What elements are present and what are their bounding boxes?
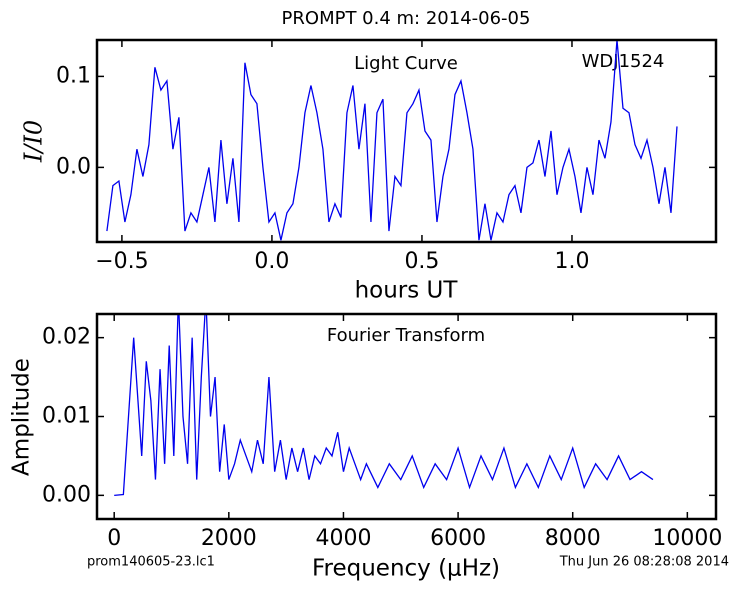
y-axis-label: I/I0 [20,120,48,163]
axes-frame [95,38,718,244]
y-tick-label: 0.0 [56,154,91,179]
y-tick-label: 0.1 [56,63,91,88]
data-line [114,314,654,496]
x-tick-label: 0.5 [404,249,439,274]
x-axis-label: Frequency (μHz) [312,556,500,582]
x-tick-label: 1.0 [554,249,589,274]
x-tick-label: 4000 [315,526,371,551]
x-tick-label: 6000 [430,526,486,551]
annotation: Light Curve [354,53,458,74]
x-axis-label: hours UT [355,278,459,304]
annotation: Fourier Transform [327,325,485,346]
x-tick-label: 8000 [545,526,601,551]
footer: prom140605-23.lc1 [87,555,215,570]
annotation: WDJ1524 [582,51,665,72]
y-tick-label: 0.02 [42,325,91,350]
x-tick-label: −0.5 [95,249,148,274]
x-tick-label: 2000 [201,526,257,551]
x-tick-label: 10000 [652,526,722,551]
footer: Thu Jun 26 08:28:08 2014 [559,555,729,570]
y-axis-label: Amplitude [9,358,35,476]
y-tick-label: 0.01 [42,404,91,429]
axes-frame [95,312,718,521]
data-line [106,40,678,241]
x-tick-label: 0.0 [254,249,289,274]
y-tick-label: 0.00 [42,482,91,507]
x-tick-label: 0 [107,526,121,551]
chart-title: PROMPT 0.4 m: 2014-06-05 [282,8,531,29]
